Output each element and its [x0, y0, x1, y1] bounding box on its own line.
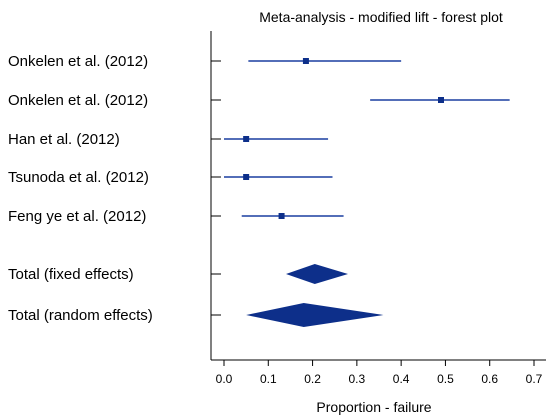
x-tick-label: 0.2 [304, 372, 321, 386]
study-estimate-marker [243, 174, 250, 180]
x-tick-label: 0.7 [526, 372, 543, 386]
row-label: Total (fixed effects) [8, 266, 134, 283]
study-estimate-marker [438, 97, 444, 103]
row-label: Onkelen et al. (2012) [8, 53, 148, 70]
pooled-estimate-diamond [246, 303, 384, 327]
row-label: Onkelen et al. (2012) [8, 92, 148, 109]
row-label-group: Onkelen et al. (2012) Onkelen et al. (201… [8, 53, 221, 324]
row-label: Feng ye et al. (2012) [8, 208, 146, 225]
row-label: Total (random effects) [8, 307, 153, 324]
pooled-estimate-diamond [286, 264, 348, 284]
x-tick-label: 0.3 [349, 372, 366, 386]
chart-title: Meta-analysis - modified lift - forest p… [259, 9, 503, 25]
pooled-diamond-group [246, 264, 384, 327]
x-tick-label: 0.5 [437, 372, 454, 386]
x-tick-label: 0.6 [481, 372, 498, 386]
study-estimate-marker [278, 213, 285, 219]
estimate-marker-group [243, 58, 444, 219]
row-label: Tsunoda et al. (2012) [8, 169, 149, 186]
row-label: Han et al. (2012) [8, 131, 120, 148]
x-tick-label: 0.4 [393, 372, 410, 386]
x-axis-label: Proportion - failure [316, 399, 431, 415]
x-tick-group: 0.0 0.1 0.2 0.3 0.4 0.5 0.6 0.7 [216, 360, 543, 386]
x-tick-label: 0.1 [260, 372, 277, 386]
confidence-interval-group [224, 60, 510, 217]
study-estimate-marker [243, 136, 250, 142]
study-estimate-marker [302, 58, 309, 64]
x-tick-label: 0.0 [216, 372, 233, 386]
